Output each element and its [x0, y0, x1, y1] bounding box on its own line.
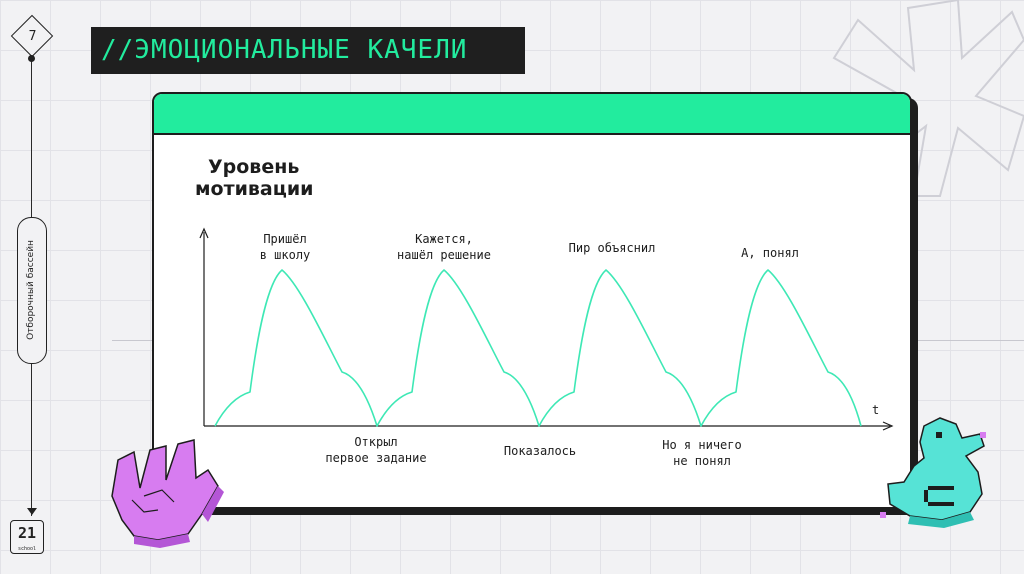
peak-label-line1: Пришёл	[263, 232, 307, 246]
title-bar: //ЭМОЦИОНАЛЬНЫЕ КАЧЕЛИ	[91, 27, 525, 74]
diagram-card	[152, 92, 912, 509]
rail-dot	[28, 55, 35, 62]
peak-label-line2: нашёл решение	[397, 248, 491, 262]
bg-line-left	[112, 340, 152, 341]
logo-mark: 21	[17, 524, 37, 542]
trough-label-line1: Показалось	[503, 444, 577, 458]
peak-label: Пришёл в школу	[260, 231, 311, 263]
rail-arrow-icon	[27, 508, 37, 515]
trough-label: Показалось	[504, 443, 576, 459]
peak-label: А, понял	[741, 245, 799, 261]
peak-label-line1: Кажется,	[415, 232, 473, 246]
trough-label: Но я ничего не понял	[662, 437, 741, 469]
trough-label-line2: первое задание	[325, 451, 427, 465]
asterisk-outline-icon	[832, 0, 1024, 197]
pixel-duck-icon	[880, 417, 986, 528]
x-axis-label: t	[872, 403, 880, 417]
card-header	[154, 94, 910, 135]
bg-line-right	[918, 340, 1024, 341]
trough-label-line1: Но я ничего	[662, 438, 742, 452]
y-axis-label: Уровень мотивации	[195, 156, 313, 200]
slide-title: //ЭМОЦИОНАЛЬНЫЕ КАЧЕЛИ	[101, 35, 468, 65]
pixel-hand-icon	[111, 439, 224, 548]
trough-label: Открыл первое задание	[325, 434, 426, 466]
trough-label-line1: Открыл	[354, 435, 398, 449]
peak-label: Пир объяснил	[569, 240, 656, 256]
trough-label-line2: не понял	[673, 454, 731, 468]
logo-sub: school	[17, 546, 37, 552]
peak-label: Кажется, нашёл решение	[397, 231, 491, 263]
peak-label-line2: в школу	[259, 248, 311, 262]
y-axis-label-line1: Уровень	[208, 156, 300, 178]
school-logo: 21 school	[10, 520, 44, 554]
motivation-curve	[214, 269, 862, 427]
slide-number: 7	[28, 29, 37, 44]
y-axis-label-line2: мотивации	[195, 178, 314, 200]
peak-label-line1: А, понял	[741, 246, 799, 260]
peak-label-line1: Пир объяснил	[568, 241, 656, 255]
y-axis-arrow	[199, 227, 209, 239]
x-axis-arrow	[882, 421, 894, 431]
section-pill	[17, 217, 47, 364]
